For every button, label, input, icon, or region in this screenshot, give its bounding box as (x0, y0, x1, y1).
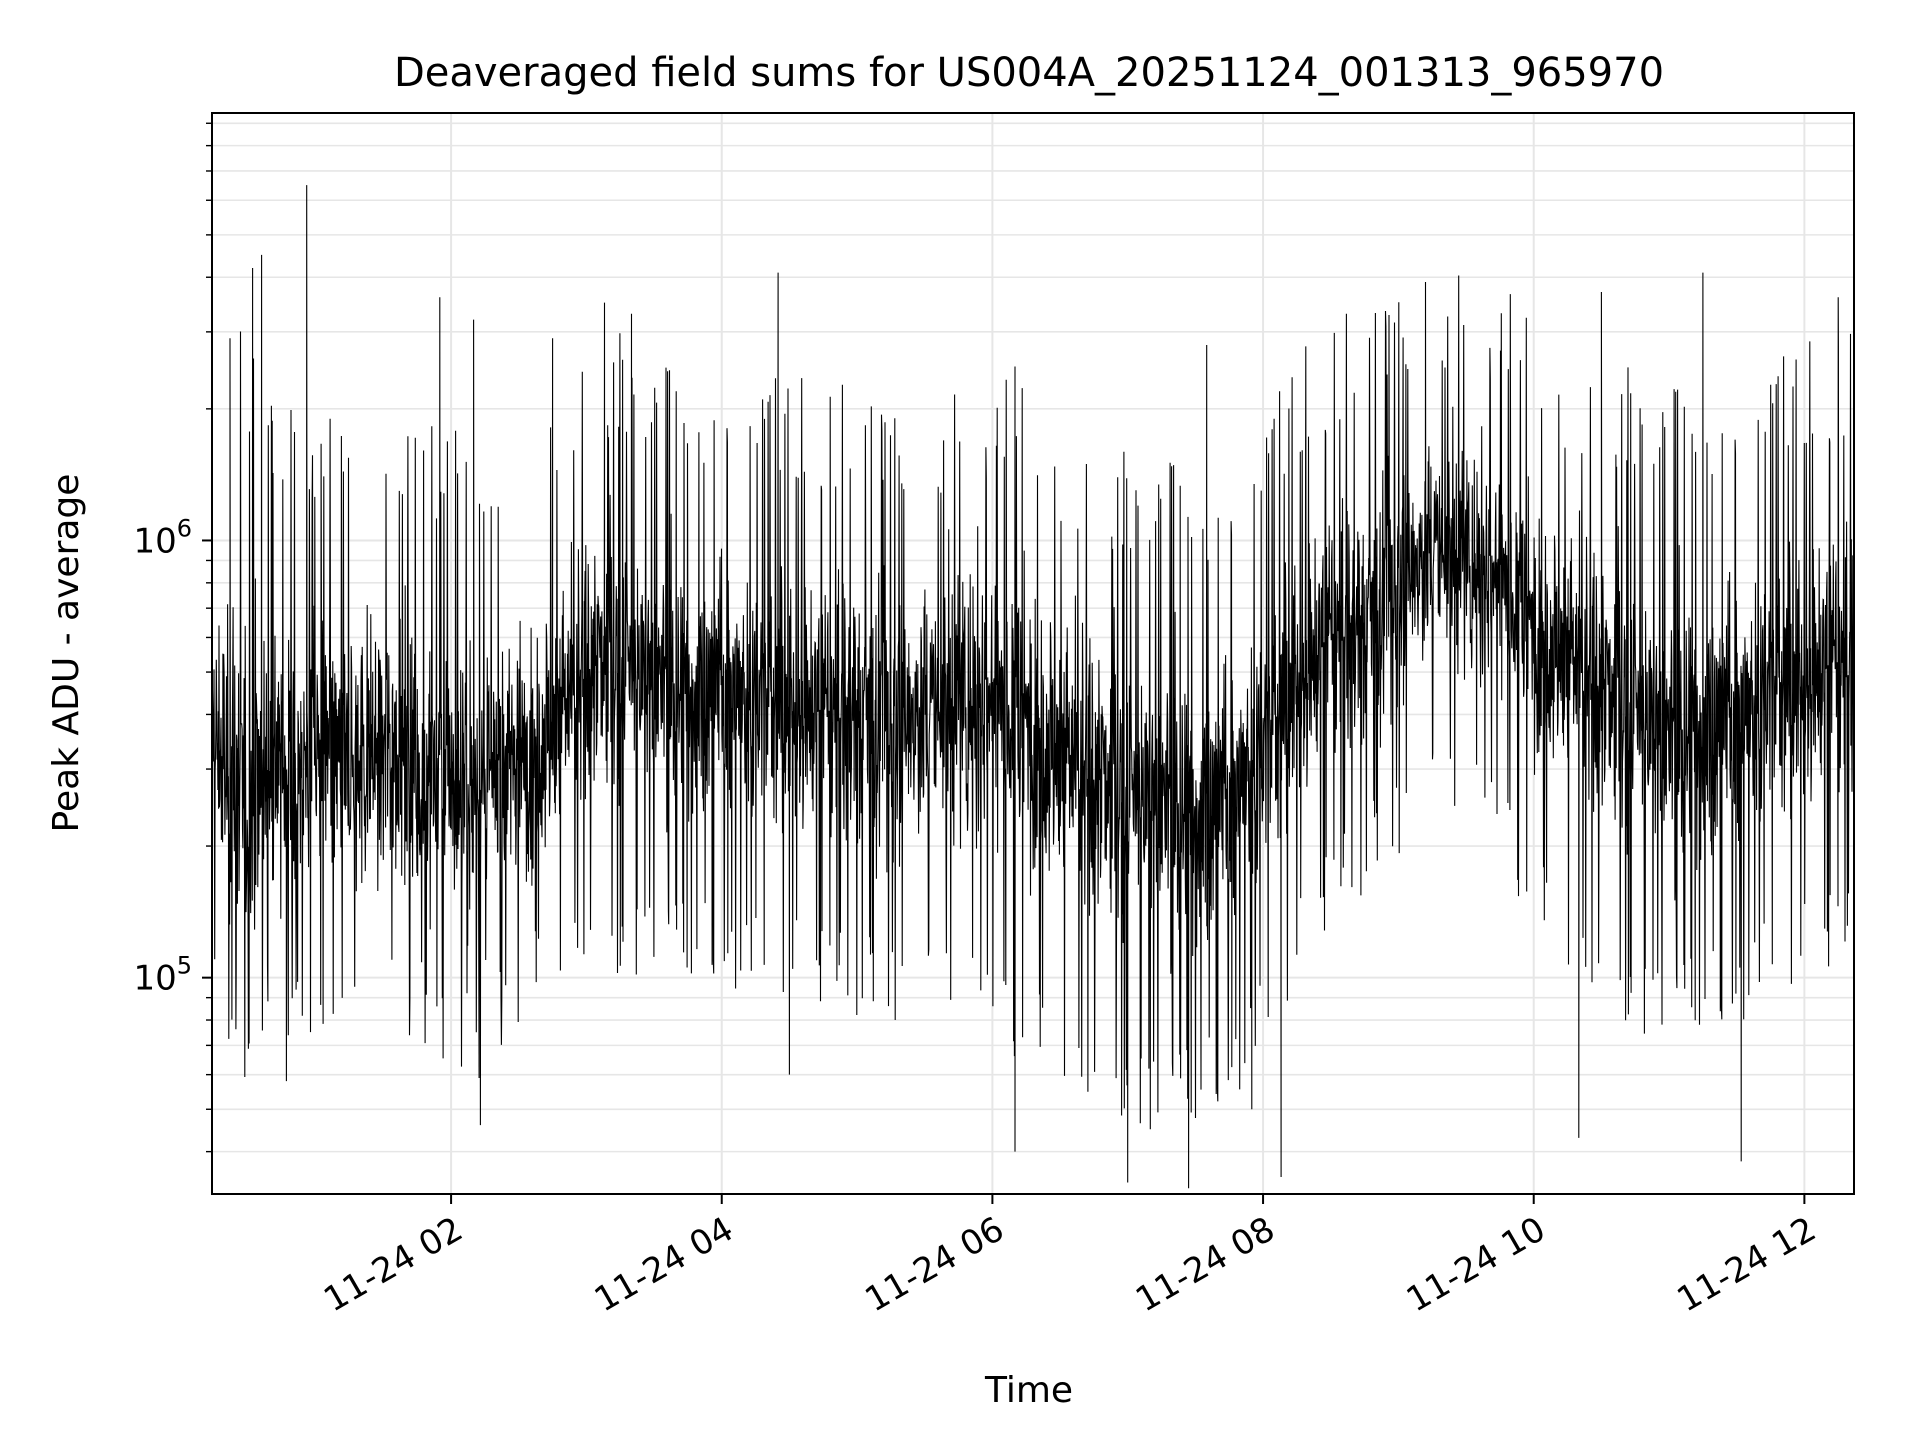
grid (212, 113, 1854, 1194)
plot-frame (211, 112, 1855, 1195)
y-tick-label: 106 (133, 514, 192, 561)
y-axis-label: Peak ADU - average (46, 474, 87, 833)
series-line (211, 185, 1855, 1189)
plot-area (211, 185, 1855, 1189)
chart-title: Deaveraged field sums for US004A_2025112… (394, 50, 1664, 96)
x-axis-label: Time (984, 1370, 1073, 1411)
y-tick-label: 105 (133, 952, 192, 999)
